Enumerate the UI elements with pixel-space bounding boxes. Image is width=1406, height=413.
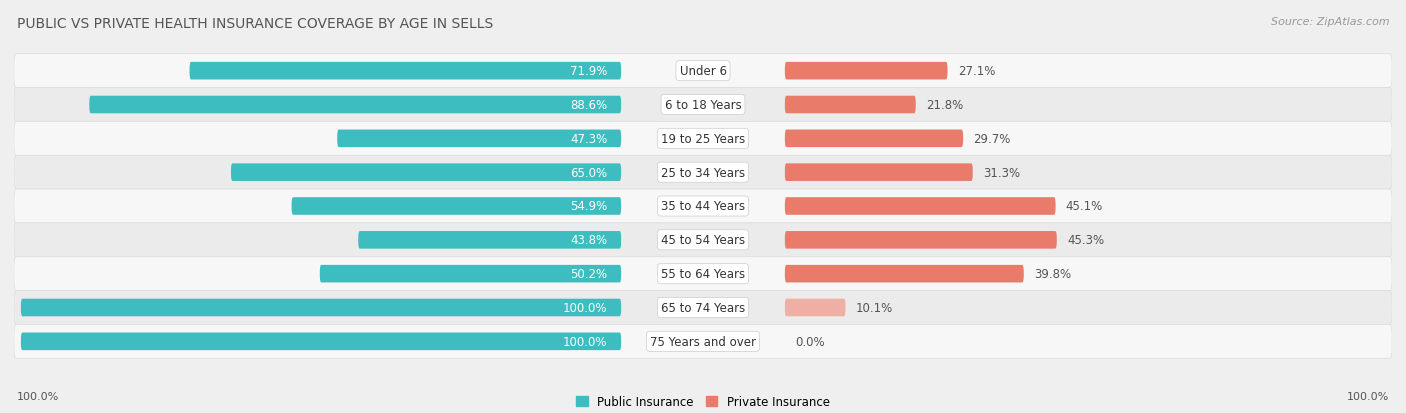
Text: 29.7%: 29.7% <box>973 133 1011 145</box>
FancyBboxPatch shape <box>90 97 621 114</box>
Text: 45 to 54 Years: 45 to 54 Years <box>661 234 745 247</box>
Text: 55 to 64 Years: 55 to 64 Years <box>661 268 745 280</box>
Text: 88.6%: 88.6% <box>571 99 607 112</box>
FancyBboxPatch shape <box>785 164 973 182</box>
Text: 54.9%: 54.9% <box>571 200 607 213</box>
FancyBboxPatch shape <box>785 231 1057 249</box>
FancyBboxPatch shape <box>21 333 621 350</box>
Text: 65.0%: 65.0% <box>571 166 607 179</box>
Text: Source: ZipAtlas.com: Source: ZipAtlas.com <box>1271 17 1389 26</box>
FancyBboxPatch shape <box>785 299 845 316</box>
Text: 100.0%: 100.0% <box>17 391 59 401</box>
Text: 19 to 25 Years: 19 to 25 Years <box>661 133 745 145</box>
FancyBboxPatch shape <box>14 156 1392 190</box>
FancyBboxPatch shape <box>14 122 1392 156</box>
FancyBboxPatch shape <box>337 130 621 148</box>
Text: 47.3%: 47.3% <box>571 133 607 145</box>
FancyBboxPatch shape <box>14 190 1392 223</box>
FancyBboxPatch shape <box>14 325 1392 358</box>
Text: 100.0%: 100.0% <box>1347 391 1389 401</box>
FancyBboxPatch shape <box>785 265 1024 283</box>
Text: Under 6: Under 6 <box>679 65 727 78</box>
Text: 6 to 18 Years: 6 to 18 Years <box>665 99 741 112</box>
FancyBboxPatch shape <box>231 164 621 182</box>
Text: 65 to 74 Years: 65 to 74 Years <box>661 301 745 314</box>
FancyBboxPatch shape <box>785 97 915 114</box>
Text: 100.0%: 100.0% <box>562 301 607 314</box>
Text: 35 to 44 Years: 35 to 44 Years <box>661 200 745 213</box>
Text: 43.8%: 43.8% <box>571 234 607 247</box>
FancyBboxPatch shape <box>190 63 621 80</box>
FancyBboxPatch shape <box>785 63 948 80</box>
Text: 45.3%: 45.3% <box>1067 234 1104 247</box>
FancyBboxPatch shape <box>785 130 963 148</box>
FancyBboxPatch shape <box>14 223 1392 257</box>
Text: 21.8%: 21.8% <box>927 99 963 112</box>
Text: 31.3%: 31.3% <box>983 166 1021 179</box>
FancyBboxPatch shape <box>14 55 1392 88</box>
FancyBboxPatch shape <box>14 291 1392 325</box>
FancyBboxPatch shape <box>14 257 1392 291</box>
Text: 27.1%: 27.1% <box>957 65 995 78</box>
Text: 71.9%: 71.9% <box>569 65 607 78</box>
Text: 50.2%: 50.2% <box>571 268 607 280</box>
Text: 75 Years and over: 75 Years and over <box>650 335 756 348</box>
Text: 100.0%: 100.0% <box>562 335 607 348</box>
Text: 39.8%: 39.8% <box>1033 268 1071 280</box>
FancyBboxPatch shape <box>291 198 621 215</box>
FancyBboxPatch shape <box>14 88 1392 122</box>
Text: 45.1%: 45.1% <box>1066 200 1104 213</box>
Text: 25 to 34 Years: 25 to 34 Years <box>661 166 745 179</box>
Text: 10.1%: 10.1% <box>856 301 893 314</box>
Text: 0.0%: 0.0% <box>794 335 825 348</box>
FancyBboxPatch shape <box>21 299 621 316</box>
FancyBboxPatch shape <box>359 231 621 249</box>
Text: PUBLIC VS PRIVATE HEALTH INSURANCE COVERAGE BY AGE IN SELLS: PUBLIC VS PRIVATE HEALTH INSURANCE COVER… <box>17 17 494 31</box>
FancyBboxPatch shape <box>319 265 621 283</box>
FancyBboxPatch shape <box>785 198 1056 215</box>
Legend: Public Insurance, Private Insurance: Public Insurance, Private Insurance <box>576 395 830 408</box>
